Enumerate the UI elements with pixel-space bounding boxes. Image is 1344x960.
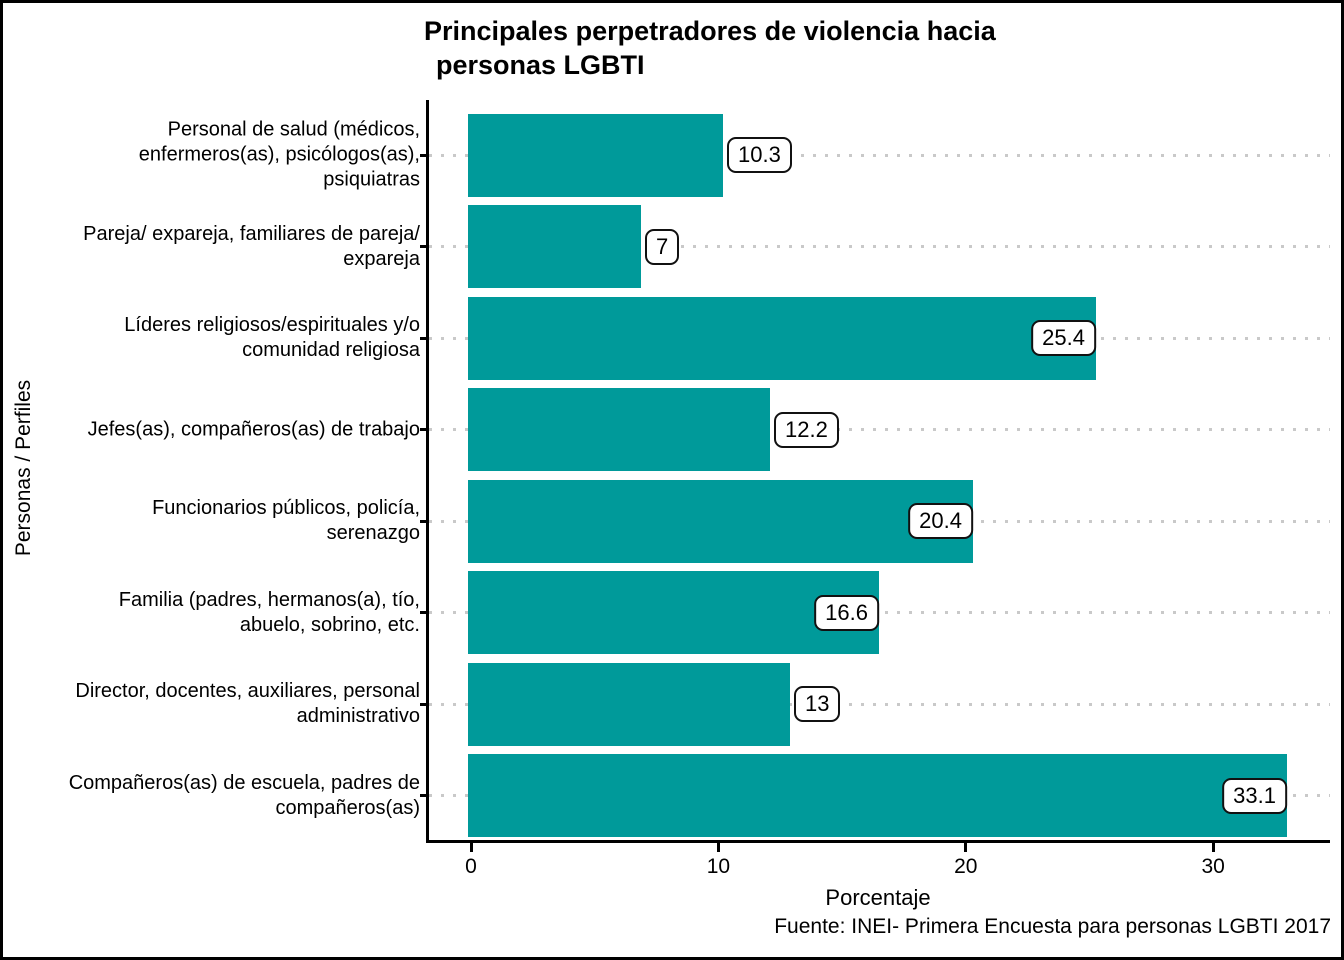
y-axis-tick-label: Director, docentes, auxiliares, personal… xyxy=(75,680,420,728)
bar xyxy=(468,205,641,289)
y-axis-tick-label: Líderes religiosos/espirituales y/o comun… xyxy=(124,314,420,362)
bar xyxy=(468,754,1287,838)
y-axis-tick-label: Pareja/ expareja, familiares de pareja/e… xyxy=(83,222,420,270)
bar-value-label: 10.3 xyxy=(727,137,792,173)
y-axis-tick-label: Funcionarios públicos, policía, serenazgo xyxy=(152,497,420,545)
chart-title-line2: personas LGBTI xyxy=(436,50,645,80)
x-axis-tick-label: 0 xyxy=(465,855,477,878)
source-caption: Fuente: INEI- Primera Encuesta para pers… xyxy=(774,915,1331,938)
chart-title: Principales perpetradores de violencia h… xyxy=(424,14,996,82)
plot-panel: 10.3 7 25.4 12.2 20.4 16.6 13 33.1 xyxy=(426,100,1330,843)
gridline xyxy=(429,428,1330,432)
y-axis-tick-label: Familia (padres, hermanos(a), tío, abuelo… xyxy=(118,588,420,636)
bar-value-label: 13 xyxy=(794,686,841,723)
bar-value-label: 20.4 xyxy=(908,503,973,540)
y-axis-tick xyxy=(420,519,429,523)
y-axis-tick xyxy=(420,245,429,249)
x-axis-tick-label: 10 xyxy=(706,855,731,878)
x-axis-tick-label: 30 xyxy=(1201,855,1225,878)
y-axis-tick-label: Jefes(as), compañeros(as) de trabajo xyxy=(87,418,420,441)
gridline xyxy=(429,611,1330,615)
gridline xyxy=(429,245,1330,249)
bar xyxy=(468,296,1096,380)
bar-value-label: 16.6 xyxy=(814,594,879,631)
bar xyxy=(468,662,790,746)
bar-value-label: 33.1 xyxy=(1222,777,1287,814)
bar-value-label: 12.2 xyxy=(774,411,839,448)
bar xyxy=(468,479,973,563)
gridline xyxy=(429,702,1330,706)
y-axis-tick xyxy=(420,153,429,157)
x-axis-tick xyxy=(716,843,720,852)
y-axis-tick xyxy=(420,428,429,432)
bar xyxy=(468,113,723,197)
y-axis-tick-label: Personal de salud (médicos, enfermeros(as… xyxy=(138,118,420,191)
bar-value-label: 25.4 xyxy=(1031,320,1096,357)
y-axis-tick-label: Compañeros(as) de escuela, padres de comp… xyxy=(68,771,420,819)
bar-value-label: 7 xyxy=(645,228,680,265)
bar xyxy=(468,388,770,472)
chart-title-line1: Principales perpetradores de violencia h… xyxy=(424,16,996,46)
x-axis-tick xyxy=(964,843,968,852)
y-axis-tick xyxy=(420,702,429,706)
x-axis-title: Porcentaje xyxy=(825,885,931,910)
y-axis-tick xyxy=(420,336,429,340)
y-axis-tick xyxy=(420,611,429,615)
bar xyxy=(468,571,879,655)
x-axis-tick xyxy=(469,843,473,852)
gridline xyxy=(429,153,1330,157)
x-axis-tick-label: 20 xyxy=(954,855,978,878)
x-axis-tick xyxy=(1211,843,1215,852)
y-axis-tick xyxy=(420,794,429,798)
